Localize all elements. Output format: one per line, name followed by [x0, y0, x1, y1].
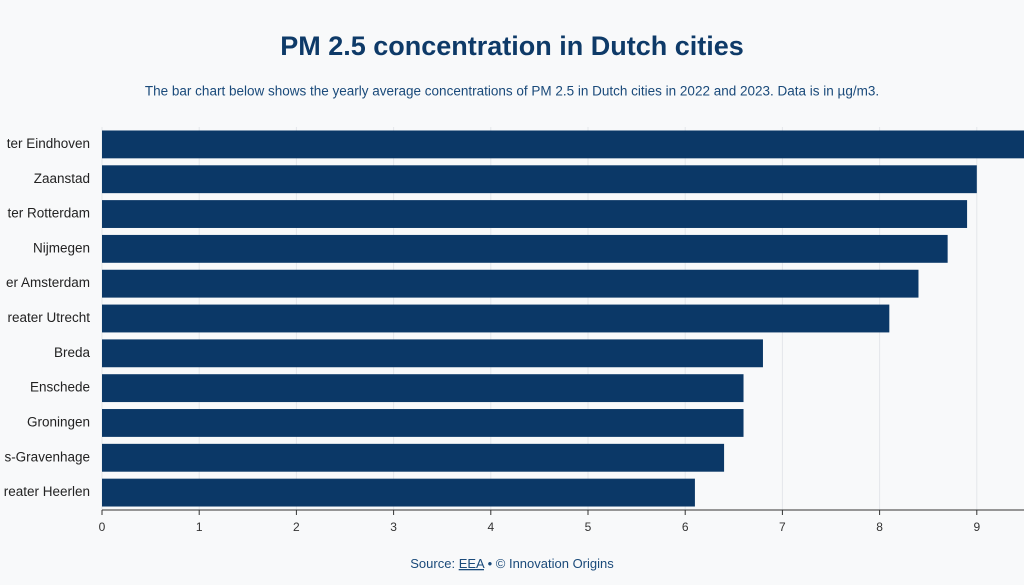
bars	[102, 130, 1024, 507]
bar	[102, 234, 948, 263]
y-tick-label: s-Gravenhage	[4, 449, 90, 464]
bar	[102, 165, 977, 194]
x-tick-label: 3	[390, 520, 397, 534]
bar	[102, 130, 1024, 159]
bar	[102, 443, 725, 472]
y-tick-label: er Amsterdam	[6, 275, 90, 290]
x-tick-label: 2	[293, 520, 300, 534]
y-tick-label: Groningen	[27, 415, 90, 430]
y-tick-label: Enschede	[30, 380, 90, 395]
bar	[102, 374, 744, 403]
x-tick-label: 1	[196, 520, 203, 534]
bar	[102, 478, 695, 507]
y-tick-label: Breda	[54, 345, 91, 360]
chart-title: PM 2.5 concentration in Dutch cities	[280, 31, 744, 61]
x-tick-label: 0	[99, 520, 106, 534]
bar	[102, 409, 744, 437]
bar	[102, 200, 968, 228]
source: Source: EEA • © Innovation Origins	[410, 556, 614, 571]
x-tick-label: 8	[876, 520, 883, 534]
y-tick-label: ter Rotterdam	[7, 206, 90, 221]
bar	[102, 304, 890, 333]
y-tick-label: Nijmegen	[33, 240, 90, 255]
source-link[interactable]: EEA	[459, 556, 485, 571]
y-tick-label: reater Utrecht	[7, 310, 90, 325]
bar	[102, 269, 919, 298]
y-tick-label: reater Heerlen	[4, 484, 90, 499]
x-tick-label: 6	[682, 520, 689, 534]
y-tick-label: Zaanstad	[34, 171, 90, 186]
chart-subtitle: The bar chart below shows the yearly ave…	[145, 84, 879, 99]
x-tick-label: 9	[973, 520, 980, 534]
x-tick-label: 4	[487, 520, 494, 534]
y-tick-label: ter Eindhoven	[7, 136, 90, 151]
source-prefix: Source:	[410, 556, 455, 571]
x-tick-label: 7	[779, 520, 786, 534]
bar	[102, 339, 763, 368]
x-tick-label: 5	[585, 520, 592, 534]
source-suffix: • © Innovation Origins	[488, 556, 615, 571]
